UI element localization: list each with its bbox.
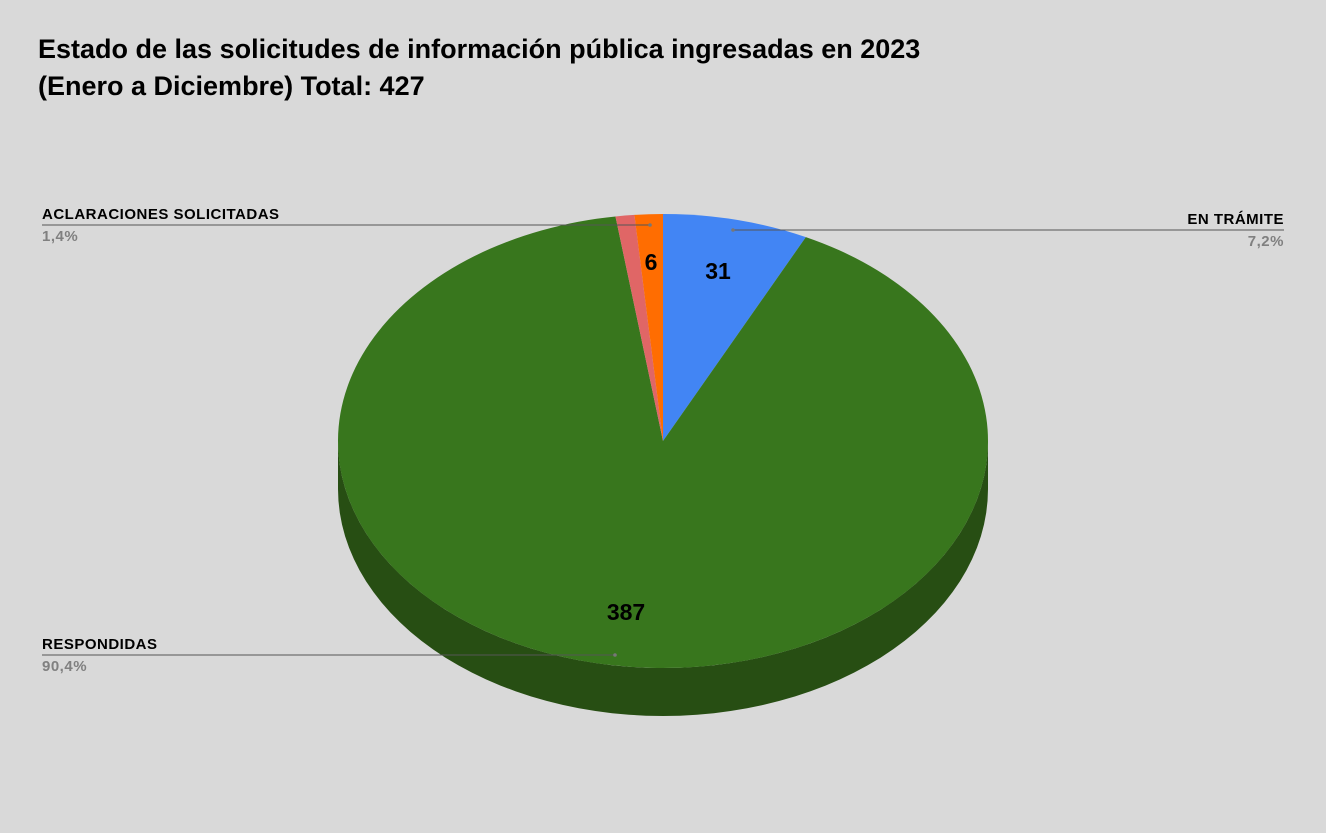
pie-slice-1 xyxy=(338,216,989,668)
pie-slice-0 xyxy=(663,214,806,441)
chart-title-line-2: (Enero a Diciembre) Total: 427 xyxy=(38,71,425,101)
leader-aclaraciones-dot xyxy=(648,223,652,227)
pie-side-1 xyxy=(338,441,988,716)
chart-title-line-1: Estado de las solicitudes de información… xyxy=(38,34,921,64)
slice-value-label-0: 31 xyxy=(705,258,731,284)
pie-slice-2 xyxy=(615,214,663,441)
pie-sides xyxy=(338,441,988,716)
callout-name-respondidas: RESPONDIDAS xyxy=(42,636,158,653)
leader-lines xyxy=(42,223,1284,657)
slice-value-label-1: 387 xyxy=(607,599,645,625)
callout-pct-respondidas: 90,4% xyxy=(42,658,87,675)
callout-name-en-tramite: EN TRÁMITE xyxy=(1187,211,1284,228)
leader-en-tramite-dot xyxy=(731,228,735,232)
callout-pct-en-tramite: 7,2% xyxy=(1248,233,1284,250)
callout-pct-aclaraciones: 1,4% xyxy=(42,228,78,245)
pie-tops xyxy=(338,214,989,668)
leader-respondidas-dot xyxy=(613,653,617,657)
slice-labels: 31 387 6 xyxy=(607,249,731,625)
pie-slice-3 xyxy=(634,214,663,441)
chart-title: Estado de las solicitudes de información… xyxy=(38,31,920,105)
slice-value-label-3: 6 xyxy=(645,249,658,275)
callout-name-aclaraciones: ACLARACIONES SOLICITADAS xyxy=(42,206,280,223)
